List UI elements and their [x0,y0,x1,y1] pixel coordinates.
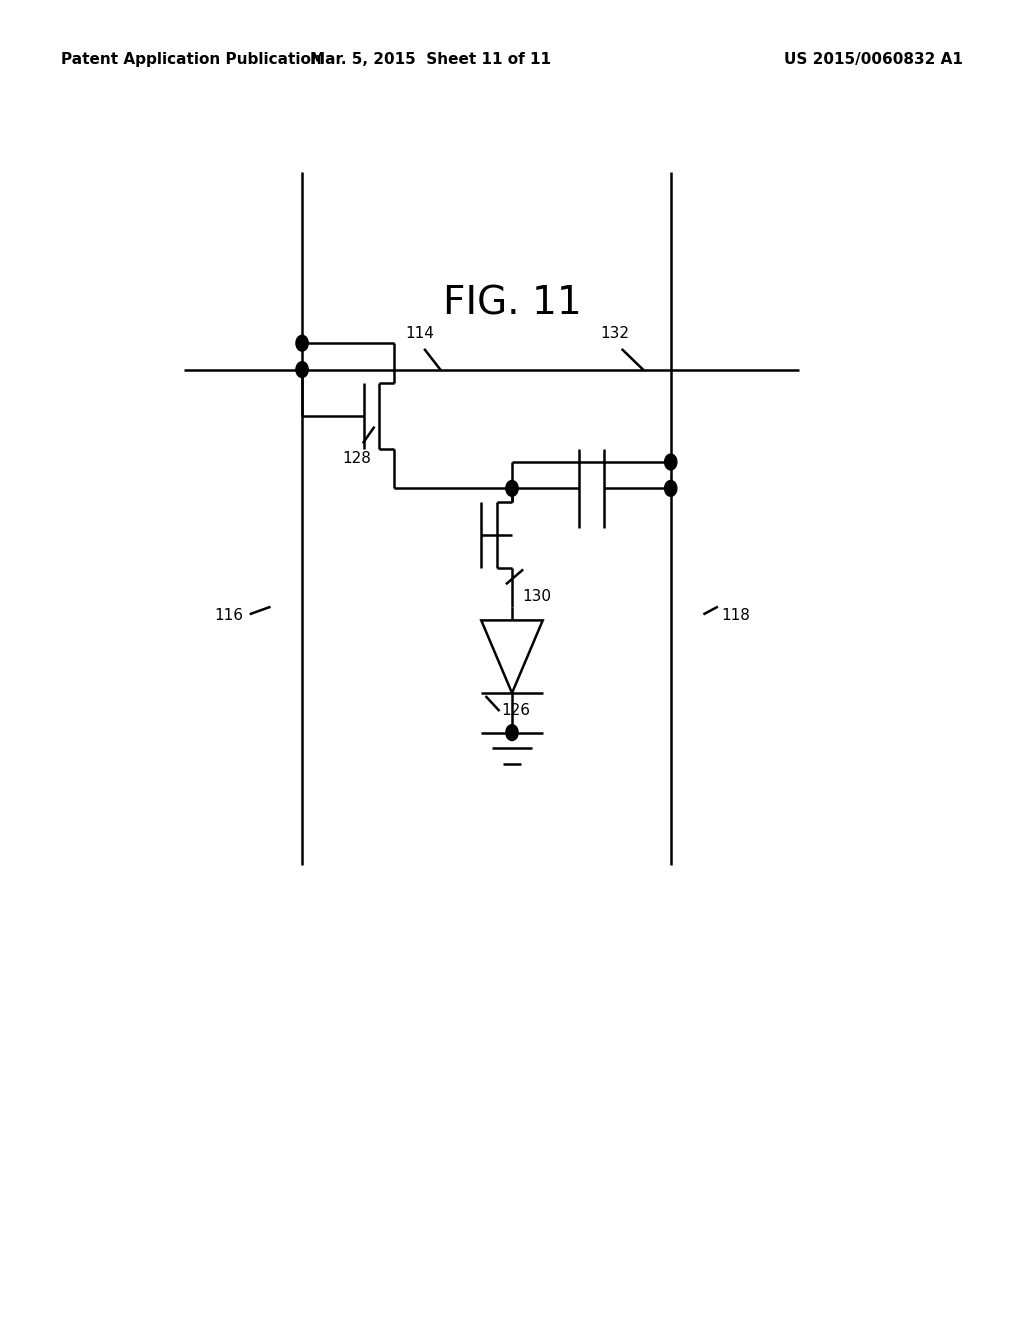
Circle shape [506,480,518,496]
Text: 132: 132 [600,326,629,341]
Text: 128: 128 [342,451,371,466]
Text: 130: 130 [522,589,551,603]
Text: US 2015/0060832 A1: US 2015/0060832 A1 [783,51,963,67]
Circle shape [506,725,518,741]
Text: 126: 126 [502,702,530,718]
Circle shape [665,480,677,496]
Circle shape [296,335,308,351]
Text: Mar. 5, 2015  Sheet 11 of 11: Mar. 5, 2015 Sheet 11 of 11 [309,51,551,67]
Circle shape [665,454,677,470]
Text: FIG. 11: FIG. 11 [442,285,582,322]
Circle shape [296,362,308,378]
Text: Patent Application Publication: Patent Application Publication [61,51,323,67]
Text: 114: 114 [406,326,434,341]
Text: 118: 118 [721,607,750,623]
Text: 116: 116 [215,607,244,623]
